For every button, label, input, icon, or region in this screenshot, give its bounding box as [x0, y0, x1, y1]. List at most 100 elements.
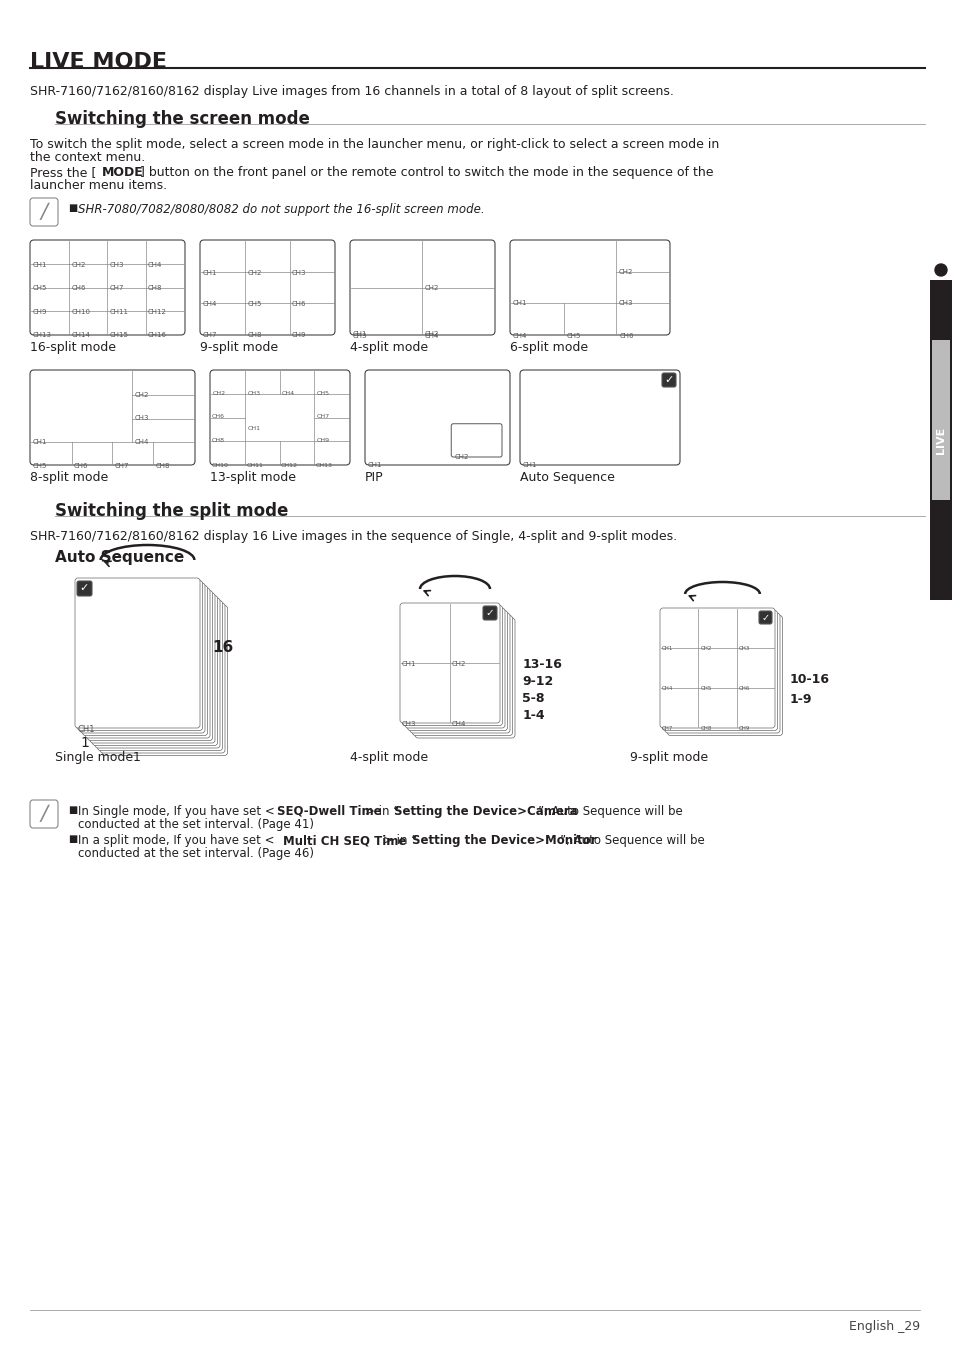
- Text: CH7: CH7: [114, 462, 129, 469]
- FancyBboxPatch shape: [759, 611, 771, 625]
- FancyBboxPatch shape: [97, 600, 222, 750]
- Text: CH6: CH6: [618, 333, 633, 339]
- Text: CH6: CH6: [71, 285, 86, 292]
- Text: CH13: CH13: [315, 462, 333, 468]
- Text: CH3: CH3: [401, 721, 416, 727]
- Text: Press the [: Press the [: [30, 166, 96, 178]
- Text: 1: 1: [132, 750, 141, 764]
- Text: CH10: CH10: [212, 462, 229, 468]
- Text: CH9: CH9: [292, 333, 306, 338]
- Text: MODE: MODE: [102, 166, 144, 178]
- Text: ✓: ✓: [80, 584, 89, 594]
- Text: CH2: CH2: [247, 270, 261, 276]
- Text: LIVE MODE: LIVE MODE: [30, 51, 167, 72]
- Text: CH6: CH6: [738, 685, 749, 691]
- Text: CH15: CH15: [110, 333, 129, 338]
- Text: CH1: CH1: [513, 300, 527, 306]
- Text: English _29: English _29: [848, 1320, 919, 1333]
- Text: CH8: CH8: [700, 726, 711, 731]
- FancyBboxPatch shape: [410, 612, 510, 733]
- FancyBboxPatch shape: [30, 197, 58, 226]
- FancyBboxPatch shape: [82, 585, 208, 735]
- FancyBboxPatch shape: [88, 591, 213, 741]
- Text: ”, Auto Sequence will be: ”, Auto Sequence will be: [559, 834, 704, 846]
- Text: CH4: CH4: [134, 439, 149, 445]
- Text: CH9: CH9: [33, 308, 48, 315]
- FancyBboxPatch shape: [664, 612, 780, 733]
- Text: CH1: CH1: [78, 725, 95, 734]
- Text: conducted at the set interval. (Page 41): conducted at the set interval. (Page 41): [78, 818, 314, 831]
- Text: CH4: CH4: [513, 333, 527, 339]
- Text: SHR-7080/7082/8080/8082 do not support the 16-split screen mode.: SHR-7080/7082/8080/8082 do not support t…: [78, 203, 484, 216]
- FancyBboxPatch shape: [30, 241, 185, 335]
- Text: 6-split mode: 6-split mode: [510, 341, 587, 354]
- Text: CH13: CH13: [33, 333, 52, 338]
- FancyBboxPatch shape: [95, 598, 220, 748]
- Text: PIP: PIP: [365, 470, 383, 484]
- Text: 8-split mode: 8-split mode: [30, 470, 108, 484]
- Text: CH3: CH3: [134, 415, 149, 422]
- Text: ■: ■: [68, 804, 77, 815]
- Text: CH5: CH5: [700, 685, 711, 691]
- Text: CH11: CH11: [246, 462, 263, 468]
- Text: SHR-7160/7162/8160/8162 display 16 Live images in the sequence of Single, 4-spli: SHR-7160/7162/8160/8162 display 16 Live …: [30, 530, 677, 544]
- Text: CH1: CH1: [33, 262, 48, 268]
- FancyBboxPatch shape: [451, 423, 501, 457]
- Text: CH2: CH2: [618, 269, 632, 274]
- Text: 16-split mode: 16-split mode: [30, 341, 116, 354]
- FancyBboxPatch shape: [77, 580, 202, 730]
- Text: ∕: ∕: [40, 804, 48, 823]
- Text: CH7: CH7: [203, 333, 217, 338]
- Text: Setting the Device>Camera: Setting the Device>Camera: [394, 804, 578, 818]
- FancyBboxPatch shape: [210, 370, 350, 465]
- FancyBboxPatch shape: [100, 603, 225, 753]
- Text: CH2: CH2: [134, 392, 149, 397]
- Text: CH3: CH3: [292, 270, 306, 276]
- Text: Setting the Device>Monitor: Setting the Device>Monitor: [412, 834, 596, 846]
- FancyBboxPatch shape: [92, 595, 217, 745]
- Text: ] button on the front panel or the remote control to switch the mode in the sequ: ] button on the front panel or the remot…: [140, 166, 713, 178]
- Text: CH4: CH4: [424, 333, 438, 339]
- Circle shape: [934, 264, 946, 276]
- Text: CH9: CH9: [738, 726, 749, 731]
- FancyBboxPatch shape: [412, 615, 512, 735]
- Text: CH8: CH8: [247, 333, 261, 338]
- FancyBboxPatch shape: [659, 608, 774, 727]
- Text: CH2: CH2: [452, 661, 466, 667]
- Text: CH4: CH4: [148, 262, 162, 268]
- Text: CH14: CH14: [71, 333, 90, 338]
- FancyBboxPatch shape: [402, 606, 502, 726]
- Text: CH3: CH3: [618, 300, 632, 306]
- FancyBboxPatch shape: [350, 241, 495, 335]
- Text: CH2: CH2: [700, 646, 711, 652]
- Text: CH16: CH16: [148, 333, 167, 338]
- Text: 1: 1: [80, 735, 89, 750]
- Text: launcher menu items.: launcher menu items.: [30, 178, 167, 192]
- FancyBboxPatch shape: [365, 370, 510, 465]
- Text: CH8: CH8: [148, 285, 162, 292]
- FancyBboxPatch shape: [80, 583, 205, 733]
- Text: Switching the screen mode: Switching the screen mode: [55, 110, 310, 128]
- Text: CH7: CH7: [110, 285, 124, 292]
- Text: SHR-7160/7162/8160/8162 display Live images from 16 channels in a total of 8 lay: SHR-7160/7162/8160/8162 display Live ima…: [30, 85, 673, 97]
- Text: CH4: CH4: [282, 391, 294, 396]
- Text: CH7: CH7: [316, 415, 330, 419]
- Text: Single mode: Single mode: [55, 750, 133, 764]
- Text: Auto Sequence: Auto Sequence: [55, 550, 184, 565]
- Text: CH11: CH11: [110, 308, 129, 315]
- Text: CH3: CH3: [247, 391, 260, 396]
- FancyBboxPatch shape: [667, 615, 781, 735]
- Text: CH8: CH8: [212, 438, 225, 442]
- Text: Auto Sequence: Auto Sequence: [519, 470, 615, 484]
- Text: 13-16: 13-16: [522, 658, 561, 671]
- FancyBboxPatch shape: [75, 579, 200, 727]
- Text: Multi CH SEQ Time: Multi CH SEQ Time: [283, 834, 406, 846]
- Text: ✓: ✓: [485, 608, 494, 618]
- Text: ■: ■: [68, 203, 77, 214]
- FancyBboxPatch shape: [399, 603, 499, 723]
- Text: CH5: CH5: [316, 391, 329, 396]
- FancyBboxPatch shape: [30, 370, 194, 465]
- Text: CH4: CH4: [203, 301, 217, 307]
- Text: CH4: CH4: [661, 685, 673, 691]
- Text: LIVE: LIVE: [935, 426, 945, 454]
